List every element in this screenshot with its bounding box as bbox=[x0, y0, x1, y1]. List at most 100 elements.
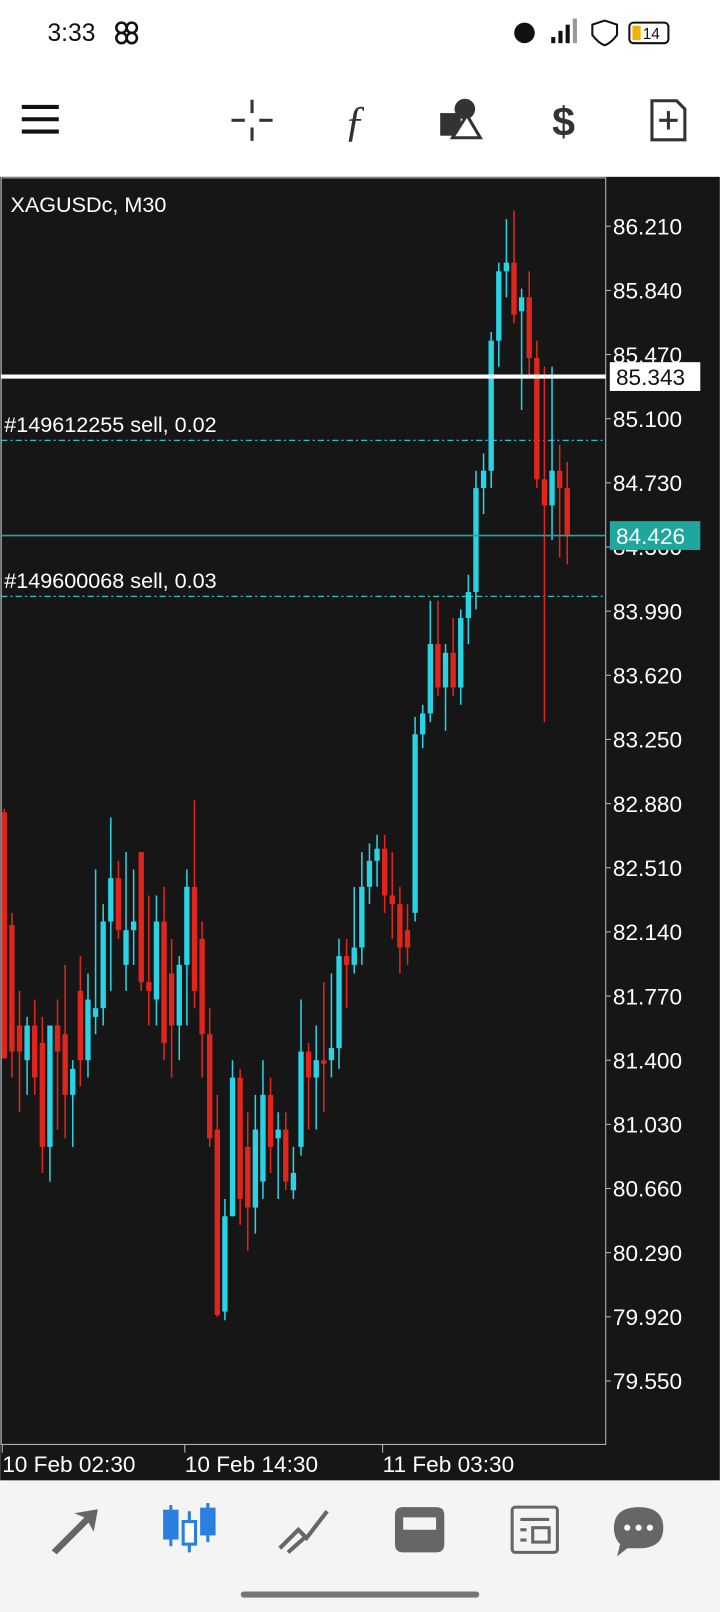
x-tick-label: 10 Feb 02:30 bbox=[2, 1452, 135, 1477]
candle-body bbox=[351, 947, 357, 965]
candle-body bbox=[24, 1025, 30, 1061]
nav-quotes[interactable] bbox=[51, 1509, 98, 1555]
candle-body bbox=[153, 921, 160, 1000]
candle-body bbox=[39, 1042, 46, 1147]
candle-body bbox=[222, 1216, 228, 1312]
price-badge-label: 85.343 bbox=[616, 365, 685, 390]
order-label: #149600068 sell, 0.03 bbox=[4, 568, 216, 593]
indicators-button[interactable]: ƒ bbox=[344, 99, 366, 146]
crosshair-button[interactable] bbox=[231, 99, 273, 141]
candle-body bbox=[465, 592, 472, 619]
candle-body bbox=[207, 1034, 213, 1139]
candle-body bbox=[191, 886, 198, 991]
candle-body bbox=[359, 886, 365, 948]
y-tick-label: 83.620 bbox=[613, 664, 682, 689]
candle-body bbox=[123, 930, 129, 965]
candle-body bbox=[366, 860, 373, 887]
candle-body bbox=[473, 488, 479, 593]
y-tick-label: 79.920 bbox=[613, 1305, 682, 1330]
candle-body bbox=[336, 956, 342, 1049]
candle-body bbox=[518, 297, 525, 312]
candle-body bbox=[404, 930, 411, 948]
plot: 86.21085.84085.47085.10084.73084.36083.9… bbox=[1, 210, 701, 1477]
candle-body bbox=[237, 1077, 243, 1199]
y-tick-label: 82.510 bbox=[613, 856, 682, 881]
nav-history[interactable] bbox=[394, 1507, 445, 1553]
price-badge bbox=[609, 362, 701, 391]
candle-body bbox=[397, 904, 403, 948]
candle-body bbox=[108, 878, 114, 922]
candle-body bbox=[62, 1034, 68, 1095]
candle-body bbox=[420, 713, 426, 735]
candle-body bbox=[458, 618, 464, 688]
home-indicator bbox=[240, 1591, 480, 1598]
candle-body bbox=[305, 1051, 312, 1078]
candle-body bbox=[275, 1129, 281, 1139]
candle-body bbox=[176, 964, 182, 1026]
candle-body bbox=[47, 1025, 53, 1147]
battery-text: 14 bbox=[643, 26, 661, 43]
x-tick-label: 10 Feb 14:30 bbox=[185, 1452, 318, 1477]
nav-news[interactable] bbox=[510, 1505, 559, 1554]
candle-body bbox=[260, 1094, 266, 1182]
candle-body bbox=[130, 921, 137, 931]
candle-body bbox=[321, 1060, 327, 1064]
y-tick-label: 86.210 bbox=[613, 214, 682, 239]
candle-body bbox=[526, 297, 532, 359]
candle-body bbox=[412, 734, 418, 913]
candle-body bbox=[556, 470, 563, 489]
candle-body bbox=[427, 644, 433, 714]
y-tick-label: 83.990 bbox=[613, 599, 682, 624]
candle-body bbox=[564, 488, 570, 535]
candle-body bbox=[32, 1025, 38, 1078]
candle-body bbox=[450, 652, 456, 688]
candle-body bbox=[146, 982, 152, 991]
chart-frame bbox=[0, 177, 607, 1445]
candle-body bbox=[1, 812, 7, 1059]
new-order-button[interactable] bbox=[650, 99, 687, 142]
trade-button[interactable]: $ bbox=[552, 99, 575, 145]
y-tick-label: 84.730 bbox=[613, 471, 682, 496]
y-tick-label: 82.880 bbox=[613, 792, 682, 817]
candle-body bbox=[549, 470, 555, 506]
candle-body bbox=[283, 1129, 289, 1182]
objects-button[interactable] bbox=[440, 98, 483, 140]
y-tick-label: 80.660 bbox=[613, 1177, 682, 1202]
candle-body bbox=[54, 1025, 61, 1052]
battery-outline bbox=[628, 21, 670, 45]
candle-body bbox=[313, 1060, 319, 1078]
y-tick-label: 80.290 bbox=[613, 1241, 682, 1266]
nav-trade[interactable] bbox=[278, 1509, 329, 1554]
y-tick-label: 85.100 bbox=[613, 407, 682, 432]
menu-button[interactable] bbox=[21, 104, 59, 134]
y-tick-label: 79.550 bbox=[613, 1369, 682, 1394]
candle-body bbox=[503, 262, 510, 272]
candle-body bbox=[382, 848, 388, 896]
candle-body bbox=[184, 886, 190, 965]
candle-body bbox=[199, 938, 205, 1035]
candle-body bbox=[343, 956, 350, 965]
candle-body bbox=[442, 652, 449, 688]
y-tick-label: 81.030 bbox=[613, 1113, 682, 1138]
y-tick-label: 83.250 bbox=[613, 728, 682, 753]
candle-body bbox=[168, 973, 175, 1026]
candle-body bbox=[534, 358, 540, 480]
nav-messages[interactable] bbox=[613, 1507, 664, 1557]
candle-body bbox=[229, 1077, 236, 1217]
candle-body bbox=[85, 999, 91, 1061]
candle-body bbox=[389, 895, 395, 905]
candle-body bbox=[496, 271, 502, 341]
candle-body bbox=[541, 479, 548, 506]
y-tick-label: 81.770 bbox=[613, 984, 682, 1009]
candle-body bbox=[435, 644, 441, 688]
chart-bg bbox=[0, 176, 720, 1481]
candle-body bbox=[252, 1129, 259, 1208]
candle-body bbox=[511, 262, 517, 315]
nav-chart[interactable] bbox=[163, 1503, 216, 1553]
candle-body bbox=[488, 340, 494, 471]
candle-body bbox=[100, 921, 106, 1009]
x-tick-label: 11 Feb 03:30 bbox=[383, 1452, 515, 1477]
candle-body bbox=[9, 924, 15, 1052]
